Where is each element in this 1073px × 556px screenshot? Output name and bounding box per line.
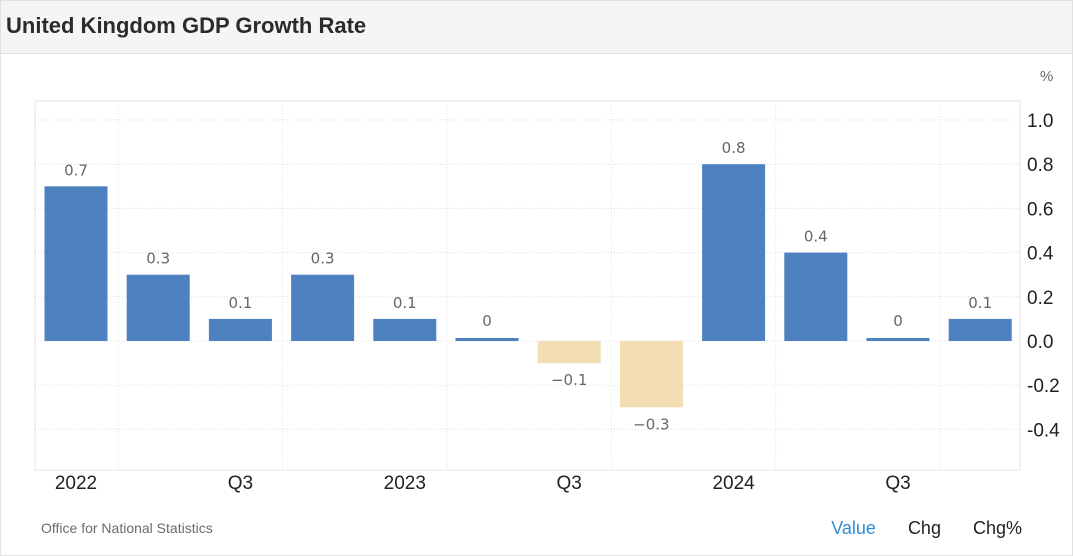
data-label: 0.1: [228, 294, 252, 312]
x-tick-label: Q3: [885, 473, 910, 494]
bar: [784, 252, 848, 341]
tab-value[interactable]: Value: [831, 518, 876, 538]
y-tick-label: 0.2: [1027, 288, 1053, 309]
y-tick-label: 0.8: [1027, 155, 1053, 176]
data-label: 0.1: [393, 294, 417, 312]
data-label: −0.3: [633, 415, 669, 433]
data-label: 0.8: [722, 139, 746, 157]
x-tick-label: Q3: [228, 473, 253, 494]
x-tick-label: 2023: [384, 473, 426, 494]
page-title: United Kingdom GDP Growth Rate: [6, 13, 367, 38]
chart-header: United Kingdom GDP Growth Rate: [1, 1, 1072, 54]
data-label: 0.3: [311, 250, 335, 268]
bar: [44, 186, 108, 341]
bar-chart: 1.0 0.8 0.6 0.4 0.2 0.0 -0.2 -0.4% 0.7 0.3 0.1 0.3 0…: [34, 68, 1060, 494]
bar: [866, 338, 930, 341]
data-label: 0: [482, 312, 492, 330]
bar: [373, 318, 437, 341]
source-label: Office for National Statistics: [41, 520, 213, 536]
bar: [537, 341, 601, 364]
data-label: 0.3: [146, 250, 170, 268]
y-tick-label: -0.4: [1027, 420, 1060, 441]
y-tick-label: 0.0: [1027, 332, 1053, 353]
bar: [126, 274, 190, 341]
bar: [291, 274, 355, 341]
data-label: 0.4: [804, 228, 828, 246]
bar: [948, 318, 1012, 341]
tab-chg-pct[interactable]: Chg%: [972, 518, 1022, 538]
data-label: 0.1: [968, 294, 992, 312]
tab-chg[interactable]: Chg: [907, 518, 941, 538]
data-label: 0.7: [64, 161, 88, 179]
y-tick-label: 1.0: [1027, 111, 1053, 132]
y-tick-label: -0.2: [1027, 376, 1060, 397]
y-tick-label: 0.6: [1027, 199, 1053, 220]
y-unit-label: %: [1040, 68, 1053, 85]
bar: [208, 318, 272, 341]
bar: [455, 338, 519, 341]
x-tick-label: 2024: [712, 473, 755, 494]
y-tick-label: 0.4: [1027, 244, 1054, 265]
bar: [619, 341, 683, 408]
view-switcher: Value Chg Chg%: [799, 518, 1022, 539]
bar: [702, 164, 766, 341]
data-label: 0: [893, 312, 903, 330]
x-tick-label: 2022: [55, 473, 97, 494]
data-label: −0.1: [551, 371, 587, 389]
plot-area: [34, 100, 1021, 471]
x-tick-label: Q3: [557, 473, 582, 494]
